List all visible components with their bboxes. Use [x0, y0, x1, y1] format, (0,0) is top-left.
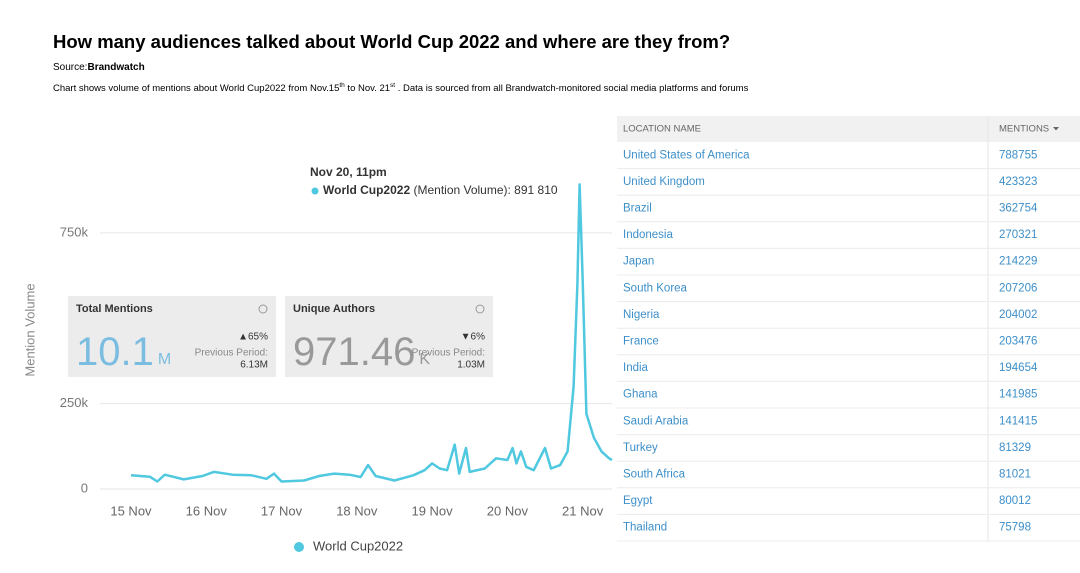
location-name[interactable]: Ghana: [623, 389, 658, 401]
x-tick-label: 21 Nov: [562, 503, 604, 518]
x-tick-label: 15 Nov: [110, 503, 152, 518]
card-number: 10.1: [76, 330, 154, 374]
x-tick-label: 18 Nov: [336, 503, 378, 518]
desc-text: . Data is sourced from all Brandwatch-mo…: [395, 83, 748, 94]
x-tick-label: 16 Nov: [186, 503, 228, 518]
y-axis-label: Mention Volume: [22, 283, 37, 376]
mentions-value: 203476: [999, 336, 1037, 348]
mentions-value: 423323: [999, 176, 1037, 188]
location-name[interactable]: Egypt: [623, 495, 653, 507]
legend-label[interactable]: World Cup2022: [313, 538, 403, 553]
mentions-value: 141985: [999, 389, 1037, 401]
column-header[interactable]: MENTIONS: [999, 124, 1049, 135]
location-name[interactable]: Turkey: [623, 442, 658, 454]
table: LOCATION NAME MENTIONS United States of Am…: [617, 116, 1080, 542]
card-value: 971.46 K: [293, 330, 430, 374]
y-tick-label: 750k: [60, 224, 89, 239]
description: Chart shows volume of mentions about Wor…: [53, 82, 749, 94]
sort-arrow: [1053, 127, 1059, 131]
desc-text: to Nov. 21: [345, 83, 390, 94]
mentions-value: 362754: [999, 203, 1038, 215]
help-icon: [258, 304, 268, 314]
card-unit: K: [419, 351, 430, 368]
card-value: 10.1 M: [76, 330, 171, 374]
y-tick-label: 250k: [60, 395, 89, 410]
grid: 0 250k 750k 15 Nov 16 Nov 17 Nov 18 Nov 19 Nov 2…: [60, 224, 612, 518]
location-name[interactable]: Japan: [623, 256, 654, 268]
desc-sup: st: [390, 82, 395, 89]
page-title: How many audiences talked about World Cu…: [53, 31, 730, 52]
mentions-value: 214229: [999, 256, 1037, 268]
mentions-value: 270321: [999, 229, 1037, 241]
location-name[interactable]: Thailand: [623, 522, 667, 534]
mentions-value: 788755: [999, 149, 1037, 161]
mentions-value: 204002: [999, 309, 1037, 321]
mentions-value: 75798: [999, 522, 1031, 534]
mentions-value: 81329: [999, 442, 1031, 454]
card-change: ▼6%: [461, 332, 485, 343]
column-header[interactable]: LOCATION NAME: [623, 124, 701, 135]
card-title: Unique Authors: [293, 303, 375, 315]
legend: World Cup2022: [294, 538, 403, 553]
plot: [130, 183, 613, 483]
tooltip-series: World Cup2022: [323, 183, 410, 197]
source: Source:Brandwatch: [53, 62, 145, 73]
card-change: ▲65%: [238, 332, 268, 343]
card-unit: M: [158, 351, 171, 368]
card-bg: [285, 296, 493, 377]
location-name[interactable]: South Africa: [623, 469, 686, 481]
mentions-value: 81021: [999, 469, 1031, 481]
tooltip-title: Nov 20, 11pm: [310, 165, 387, 179]
tooltip-dot: [311, 187, 319, 195]
help-icon: [475, 304, 485, 314]
card-period-label: Previous Period:: [195, 348, 268, 359]
location-name[interactable]: South Korea: [623, 282, 688, 294]
location-name[interactable]: India: [623, 362, 649, 374]
location-name[interactable]: United States of America: [623, 149, 750, 161]
mentions-value: 80012: [999, 495, 1031, 507]
y-tick-label: 0: [81, 480, 88, 495]
tooltip: Nov 20, 11pm World Cup2022 (Mention Volu…: [310, 165, 558, 197]
source-label: Source:: [53, 62, 87, 73]
location-name[interactable]: France: [623, 336, 659, 348]
mentions-value: 194654: [999, 362, 1038, 374]
x-tick-label: 19 Nov: [411, 503, 453, 518]
mentions-value: 141415: [999, 415, 1037, 427]
legend-swatch: [294, 542, 304, 552]
x-tick-label: 17 Nov: [261, 503, 303, 518]
card-number: 971.46: [293, 330, 415, 374]
desc-sup: th: [339, 82, 345, 89]
source-name: Brandwatch: [87, 62, 144, 73]
tooltip-value: (Mention Volume): 891 810: [410, 183, 558, 197]
x-tick-label: 20 Nov: [487, 503, 529, 518]
card-period-label: Previous Period:: [412, 348, 485, 359]
table-header-bg: [617, 116, 1080, 142]
tooltip-text: World Cup2022 (Mention Volume): 891 810: [323, 183, 558, 197]
mentions-value: 207206: [999, 282, 1037, 294]
card-period-value: 6.13M: [240, 360, 268, 371]
card-bg: [68, 296, 276, 377]
line-series: [130, 183, 613, 483]
desc-text: Chart shows volume of mentions about Wor…: [53, 83, 339, 94]
location-name[interactable]: Nigeria: [623, 309, 660, 321]
location-name[interactable]: Indonesia: [623, 229, 673, 241]
card-period-value: 1.03M: [457, 360, 485, 371]
location-name[interactable]: United Kingdom: [623, 176, 705, 188]
card-title: Total Mentions: [76, 303, 153, 315]
location-name[interactable]: Saudi Arabia: [623, 415, 689, 427]
location-name[interactable]: Brazil: [623, 203, 652, 215]
